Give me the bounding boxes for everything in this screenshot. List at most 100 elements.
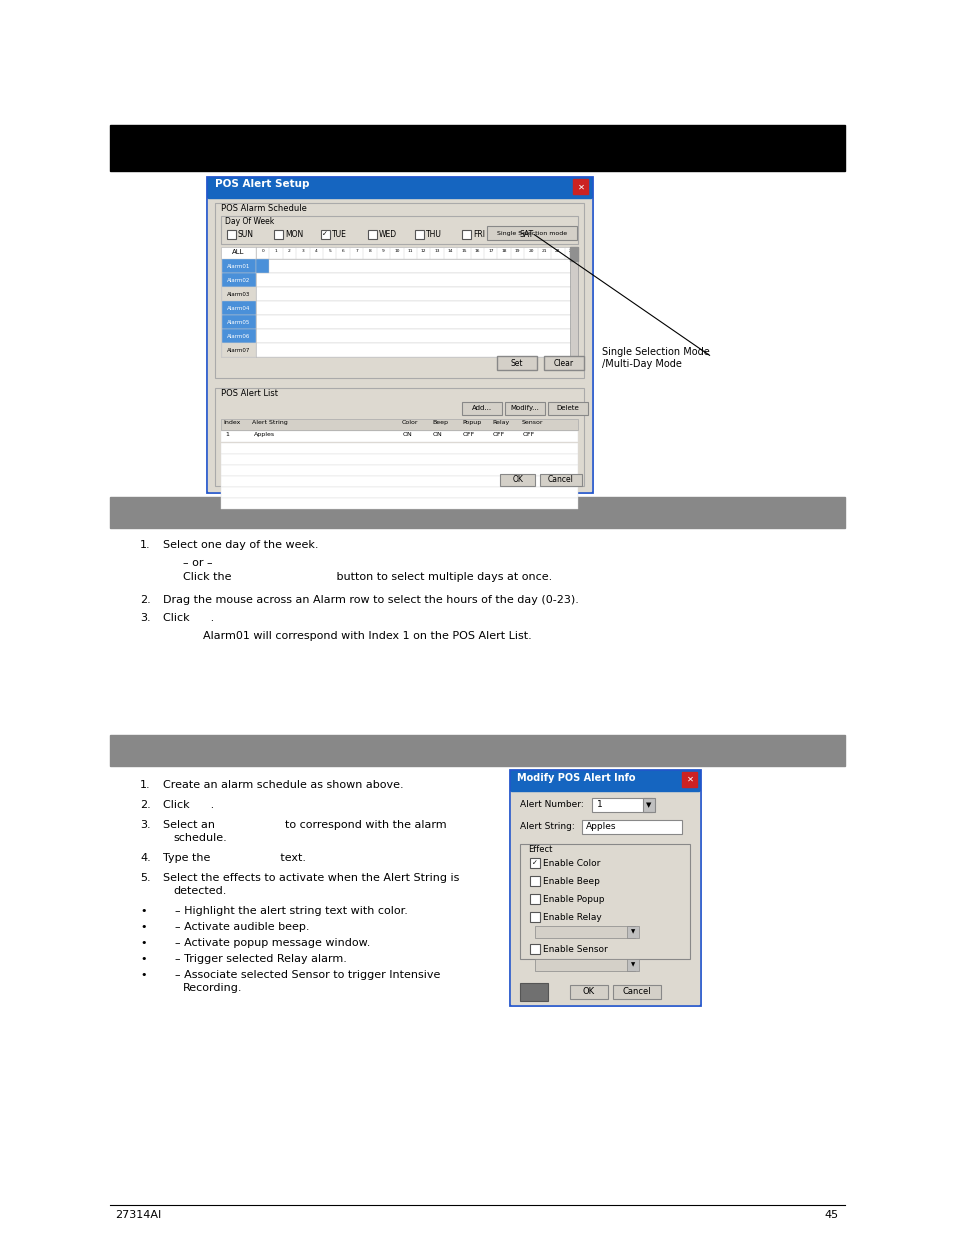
Bar: [221, 498, 578, 509]
Bar: [227, 230, 235, 240]
Bar: [221, 247, 578, 357]
Text: Cancel: Cancel: [622, 988, 651, 997]
Text: 3.: 3.: [140, 820, 151, 830]
Text: 8: 8: [368, 249, 371, 253]
Bar: [222, 287, 255, 301]
Text: – or –: – or –: [183, 558, 213, 568]
Bar: [110, 125, 844, 170]
Text: 4: 4: [314, 249, 317, 253]
Bar: [461, 403, 501, 415]
Text: 14: 14: [447, 249, 453, 253]
Bar: [214, 388, 583, 487]
Bar: [221, 419, 578, 430]
Text: Alarm01: Alarm01: [227, 263, 250, 268]
Text: OFF: OFF: [493, 432, 505, 437]
Bar: [535, 926, 635, 939]
Text: 5.: 5.: [140, 873, 151, 883]
Text: 11: 11: [407, 249, 413, 253]
Bar: [535, 960, 635, 971]
Bar: [221, 487, 578, 498]
Text: Enable Popup: Enable Popup: [542, 895, 604, 904]
Bar: [221, 466, 578, 475]
Bar: [504, 403, 544, 415]
Text: Drag the mouse across an Alarm row to select the hours of the day (0-23).: Drag the mouse across an Alarm row to se…: [163, 595, 578, 605]
Text: 1.: 1.: [140, 781, 151, 790]
Text: 45: 45: [824, 1210, 838, 1220]
Bar: [592, 798, 651, 811]
Bar: [569, 247, 578, 261]
Text: •: •: [140, 923, 147, 932]
Text: Select one day of the week.: Select one day of the week.: [163, 540, 318, 550]
Bar: [222, 301, 255, 315]
Text: Alarm03: Alarm03: [227, 291, 250, 296]
Text: FRI: FRI: [473, 230, 484, 240]
Text: 1: 1: [597, 800, 602, 809]
Bar: [110, 735, 844, 766]
Text: Alert String:: Alert String:: [519, 823, 574, 831]
Text: THU: THU: [426, 230, 441, 240]
Bar: [499, 474, 535, 487]
Text: Index: Index: [223, 420, 240, 425]
Text: Recording.: Recording.: [183, 983, 242, 993]
Text: Effect: Effect: [527, 845, 552, 853]
Text: Day Of Week: Day Of Week: [225, 217, 274, 226]
Bar: [511, 771, 699, 790]
Text: 3: 3: [301, 249, 304, 253]
Bar: [221, 443, 578, 454]
Text: Apples: Apples: [585, 823, 616, 831]
Text: TUE: TUE: [332, 230, 347, 240]
Text: 19: 19: [515, 249, 519, 253]
Text: ✓: ✓: [532, 860, 537, 866]
Text: ON: ON: [433, 432, 442, 437]
Text: 2.: 2.: [140, 595, 151, 605]
Bar: [547, 403, 587, 415]
Bar: [626, 960, 639, 971]
Bar: [208, 198, 590, 492]
Bar: [510, 769, 700, 1005]
Bar: [255, 315, 578, 329]
Bar: [539, 474, 581, 487]
Text: OFF: OFF: [522, 432, 535, 437]
Text: OFF: OFF: [462, 432, 475, 437]
Text: Alarm01 will correspond with Index 1 on the POS Alert List.: Alarm01 will correspond with Index 1 on …: [203, 631, 531, 641]
Bar: [642, 798, 655, 811]
Text: Enable Color: Enable Color: [542, 860, 599, 868]
Text: ▼: ▼: [630, 962, 635, 967]
Bar: [530, 876, 539, 885]
Text: schedule.: schedule.: [172, 832, 227, 844]
Text: OK: OK: [512, 475, 523, 484]
Bar: [221, 454, 578, 466]
Text: Click      .: Click .: [163, 800, 214, 810]
Bar: [255, 343, 578, 357]
Bar: [255, 287, 578, 301]
Text: 1: 1: [274, 249, 277, 253]
Text: OK: OK: [582, 988, 595, 997]
Text: ON: ON: [402, 432, 413, 437]
Bar: [519, 844, 689, 960]
Text: Enable Sensor: Enable Sensor: [542, 945, 607, 953]
Text: Clear: Clear: [554, 358, 574, 368]
Bar: [221, 475, 578, 487]
Text: Create an alarm schedule as shown above.: Create an alarm schedule as shown above.: [163, 781, 403, 790]
Text: •: •: [140, 939, 147, 948]
Text: 0: 0: [261, 249, 264, 253]
Text: ▼: ▼: [630, 930, 635, 935]
Bar: [208, 178, 590, 198]
Bar: [255, 259, 578, 273]
Text: 18: 18: [501, 249, 506, 253]
Text: Cancel: Cancel: [547, 475, 574, 484]
Text: POS Alert List: POS Alert List: [221, 389, 277, 398]
Text: 2: 2: [288, 249, 291, 253]
Bar: [255, 301, 578, 315]
Bar: [486, 226, 577, 240]
Text: 7: 7: [355, 249, 357, 253]
Text: Color: Color: [401, 420, 418, 425]
Text: Alarm07: Alarm07: [227, 347, 250, 352]
Text: Select the effects to activate when the Alert String is: Select the effects to activate when the …: [163, 873, 459, 883]
Text: Type the                    text.: Type the text.: [163, 853, 306, 863]
Text: SAT: SAT: [519, 230, 534, 240]
Bar: [497, 356, 537, 370]
Bar: [222, 329, 255, 343]
Text: 12: 12: [420, 249, 426, 253]
Text: •: •: [140, 953, 147, 965]
